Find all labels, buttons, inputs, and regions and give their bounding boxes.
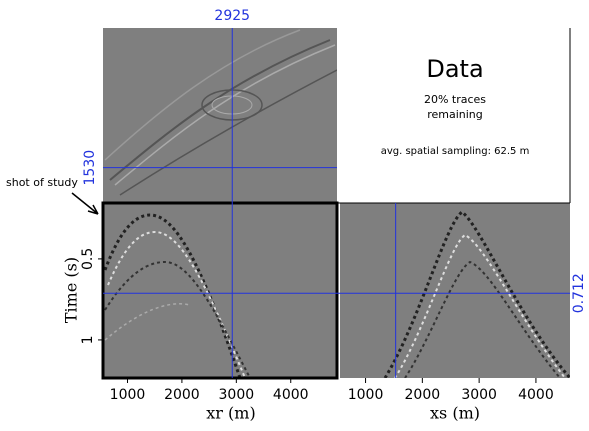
- annotation-arrow: [71, 192, 99, 215]
- x-tick-label: 2000: [164, 387, 200, 403]
- x-tick-label: 4000: [273, 387, 309, 403]
- seismic-texture: [104, 29, 337, 196]
- x-tick-label: 1000: [348, 387, 384, 403]
- subtitle: 20% traces remaining: [423, 93, 487, 121]
- crosshair-label: 1530: [82, 150, 98, 186]
- x-tick-label: 2000: [405, 387, 441, 403]
- panel-shot: [103, 203, 337, 378]
- y-axis-label: Time (s): [62, 257, 81, 323]
- panel-top: [103, 28, 337, 203]
- seismic-texture: [103, 213, 251, 378]
- note: avg. spatial sampling: 62.5 m: [380, 146, 530, 157]
- x-axis-label: xs (m): [430, 404, 480, 423]
- annotation: shot of study: [6, 176, 78, 189]
- x-tick-label: 4000: [518, 387, 554, 403]
- panel-receiver: [340, 203, 570, 378]
- seismic-texture: [383, 210, 570, 378]
- x-tick-label: 1000: [110, 387, 146, 403]
- crosshair-label: 0.712: [571, 273, 587, 313]
- x-tick-label: 3000: [461, 387, 497, 403]
- shot-highlight: [101, 201, 339, 380]
- crosshair-label: 2925: [214, 8, 250, 24]
- x-tick-label: 3000: [219, 387, 255, 403]
- x-axis-label: xr (m): [206, 404, 255, 423]
- y-tick-label: 1: [80, 335, 96, 344]
- y-tick-label: 0.5: [80, 248, 96, 270]
- title: Data: [426, 55, 484, 83]
